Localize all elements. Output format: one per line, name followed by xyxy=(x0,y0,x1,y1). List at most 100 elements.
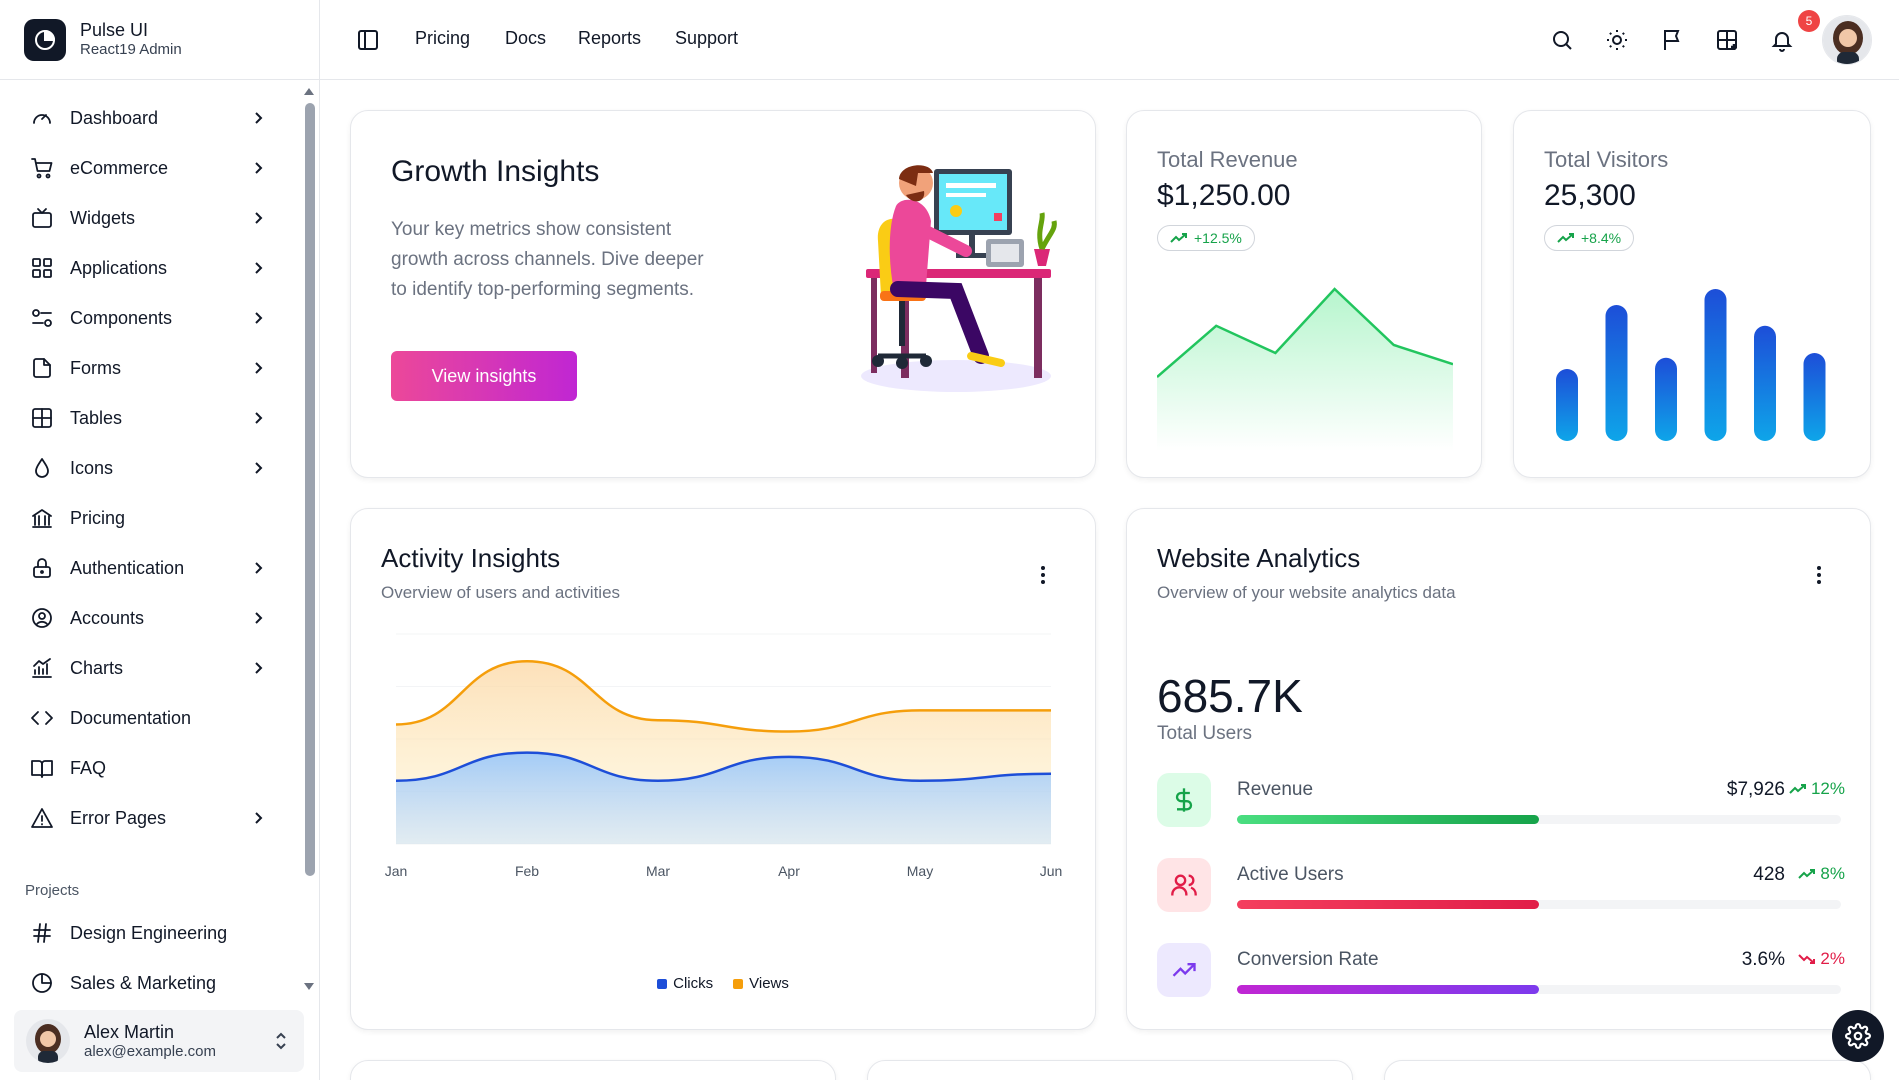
revenue-sparkline xyxy=(1157,287,1453,451)
total-visitors-card: Total Visitors 25,300 +8.4% xyxy=(1513,110,1871,478)
revenue-change-badge: +12.5% xyxy=(1157,225,1255,251)
metric-conversion-rate-label: Conversion Rate xyxy=(1237,949,1379,970)
sidebar-item-project-design-engineering[interactable]: Design Engineering xyxy=(28,913,268,953)
chevron-right-icon xyxy=(248,458,268,478)
activity-area-chart: Jan Feb Mar Apr May Jun xyxy=(385,633,1063,879)
chevron-right-icon xyxy=(248,158,268,178)
sun-icon[interactable] xyxy=(1603,26,1631,54)
dollar-icon xyxy=(1157,773,1211,827)
scroll-down-icon[interactable] xyxy=(303,982,315,992)
header-link-docs[interactable]: Docs xyxy=(505,28,547,48)
header-avatar[interactable] xyxy=(1822,15,1872,65)
visitors-bar xyxy=(1803,353,1826,441)
sidebar-item-authentication[interactable]: Authentication xyxy=(28,548,268,588)
table-icon xyxy=(28,404,56,432)
sidebar-item-label: Authentication xyxy=(70,557,185,578)
sidebar-item-label: Accounts xyxy=(70,607,145,628)
growth-insights-card: Growth Insights Your key metrics show co… xyxy=(350,110,1096,478)
brand-logo-icon xyxy=(24,18,66,61)
visitors-bar xyxy=(1556,369,1578,441)
analytics-subtitle: Overview of your website analytics data xyxy=(1157,583,1456,602)
sidebar-item-documentation[interactable]: Documentation xyxy=(28,698,268,738)
chart-icon xyxy=(28,654,56,682)
metric-conversion-rate-change-text: 2% xyxy=(1820,949,1845,968)
metric-revenue-label: Revenue xyxy=(1237,779,1314,800)
legend-views[interactable]: Views xyxy=(733,975,789,992)
search-icon[interactable] xyxy=(1548,26,1576,54)
bank-icon xyxy=(28,504,56,532)
legend-clicks-swatch xyxy=(657,978,668,989)
sidebar-toggle-icon[interactable] xyxy=(356,28,380,52)
header-link-pricing[interactable]: Pricing xyxy=(415,28,471,48)
sidebar-item-faq[interactable]: FAQ xyxy=(28,748,268,788)
sidebar-item-ecommerce[interactable]: eCommerce xyxy=(28,148,268,188)
x-tick-label: Apr xyxy=(778,863,800,879)
sidebar-item-applications[interactable]: Applications xyxy=(28,248,268,288)
series-clicks-line xyxy=(395,751,1052,782)
brand-subtitle: React19 Admin xyxy=(80,40,182,58)
sidebar-item-pricing[interactable]: Pricing xyxy=(28,498,268,538)
activity-insights-card: Activity Insights Overview of users and … xyxy=(350,508,1096,1030)
sidebar-scroll-thumb[interactable] xyxy=(305,103,315,876)
metric-active-users-track xyxy=(1237,900,1841,909)
user-avatar xyxy=(26,1019,70,1063)
grid-icon xyxy=(28,254,56,282)
sidebar-item-accounts[interactable]: Accounts xyxy=(28,598,268,638)
visitors-value: 25,300 xyxy=(1544,179,1636,212)
settings-fab[interactable] xyxy=(1832,1010,1884,1062)
activity-more-icon[interactable] xyxy=(1031,563,1055,587)
sidebar-item-tables[interactable]: Tables xyxy=(28,398,268,438)
visitors-bar xyxy=(1704,289,1727,441)
code-icon xyxy=(28,704,56,732)
sidebar-item-label: Error Pages xyxy=(70,807,167,828)
revenue-spark-line xyxy=(1157,287,1453,378)
apps-add-icon[interactable] xyxy=(1713,26,1741,54)
metric-active-users: Active Users 428 8% xyxy=(1157,858,1845,914)
total-users-label: Total Users xyxy=(1157,723,1253,744)
sidebar-item-dashboard[interactable]: Dashboard xyxy=(28,98,268,138)
metric-revenue: Revenue $7,926 12% xyxy=(1157,773,1845,829)
metric-conversion-rate-track xyxy=(1237,985,1841,994)
sidebar-item-widgets[interactable]: Widgets xyxy=(28,198,268,238)
sidebar-item-icons[interactable]: Icons xyxy=(28,448,268,488)
trend-up-icon xyxy=(1789,784,1806,794)
sidebar-item-label: Charts xyxy=(70,657,124,678)
user-menu[interactable]: Alex Martin alex@example.com xyxy=(14,1010,304,1072)
bell-icon[interactable] xyxy=(1768,26,1796,54)
header-link-reports[interactable]: Reports xyxy=(578,28,642,48)
view-insights-button[interactable]: View insights xyxy=(391,351,577,401)
flag-icon[interactable] xyxy=(1658,26,1686,54)
sidebar-item-components[interactable]: Components xyxy=(28,298,268,338)
visitors-label: Total Visitors xyxy=(1544,147,1669,172)
brand[interactable]: Pulse UI React19 Admin xyxy=(0,0,319,80)
chevrons-up-down-icon[interactable] xyxy=(272,1030,290,1052)
file-icon xyxy=(28,354,56,382)
analytics-more-icon[interactable] xyxy=(1807,563,1831,587)
sidebar-item-label: Components xyxy=(70,307,173,328)
sidebar-item-label: Design Engineering xyxy=(70,922,228,943)
analytics-title: Website Analytics xyxy=(1157,543,1361,573)
warning-icon xyxy=(28,804,56,832)
chevron-right-icon xyxy=(248,558,268,578)
bottom-card-2 xyxy=(867,1060,1353,1080)
droplet-icon xyxy=(28,454,56,482)
metric-active-users-label: Active Users xyxy=(1237,864,1344,885)
header-link-support[interactable]: Support xyxy=(675,28,739,48)
chevron-right-icon xyxy=(248,358,268,378)
growth-title: Growth Insights xyxy=(391,155,600,188)
trend-down-icon xyxy=(1798,954,1816,964)
legend-clicks[interactable]: Clicks xyxy=(657,975,713,992)
chevron-right-icon xyxy=(248,608,268,628)
sidebar-item-forms[interactable]: Forms xyxy=(28,348,268,388)
hash-icon xyxy=(28,919,56,947)
metric-revenue-bar xyxy=(1237,815,1539,824)
sidebar-item-project-sales-marketing[interactable]: Sales & Marketing xyxy=(28,963,268,1000)
sidebar-item-error-pages[interactable]: Error Pages xyxy=(28,798,268,838)
sidebar-item-label: eCommerce xyxy=(70,157,169,178)
x-tick-label: Jun xyxy=(1040,863,1063,879)
sidebar-item-charts[interactable]: Charts xyxy=(28,648,268,688)
scroll-up-icon[interactable] xyxy=(303,86,315,96)
gear-icon xyxy=(1845,1023,1871,1049)
sidebar-item-label: Pricing xyxy=(70,507,126,528)
lock-icon xyxy=(28,554,56,582)
